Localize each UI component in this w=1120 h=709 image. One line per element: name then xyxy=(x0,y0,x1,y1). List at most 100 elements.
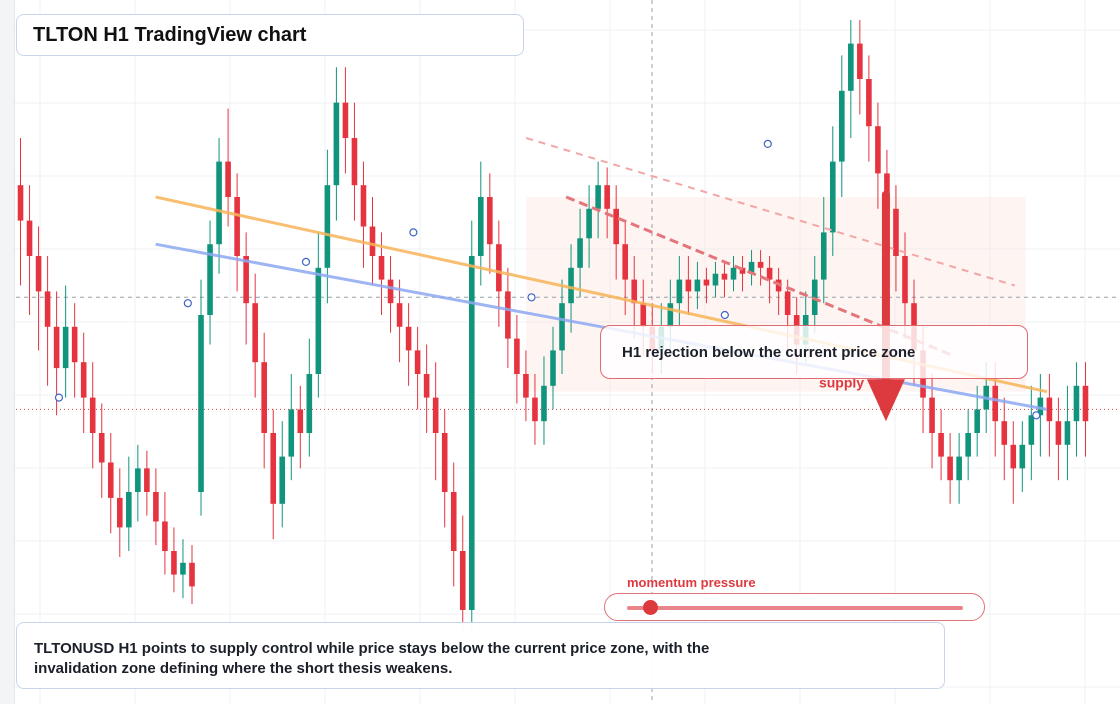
candle-body xyxy=(360,185,367,227)
sell-arrow-head xyxy=(866,379,905,422)
candle-body xyxy=(848,43,854,91)
candle-body xyxy=(748,261,755,274)
candle xyxy=(1082,362,1089,457)
candle-body xyxy=(1073,385,1080,422)
candle xyxy=(505,267,511,369)
candle-body xyxy=(902,256,908,304)
candle-body xyxy=(712,273,719,286)
candle-body xyxy=(98,433,105,463)
candle-body xyxy=(450,492,457,551)
candle xyxy=(866,55,872,162)
momentum-thumb[interactable] xyxy=(643,600,659,615)
candle-body xyxy=(622,244,628,280)
momentum-slider[interactable] xyxy=(604,593,985,621)
candle xyxy=(1046,374,1053,457)
candle-body xyxy=(1055,421,1062,445)
candle xyxy=(387,256,394,333)
candle xyxy=(71,303,78,398)
candle xyxy=(586,185,592,268)
candle xyxy=(35,226,42,351)
candle-body xyxy=(405,326,412,351)
candle-body xyxy=(739,267,746,274)
candle-body xyxy=(875,126,881,174)
candle xyxy=(748,250,755,286)
candle-body xyxy=(144,468,150,492)
candle-body xyxy=(631,279,638,304)
candle-body xyxy=(216,161,222,245)
chart-title-box: TLTON H1 TradingView chart xyxy=(16,14,524,56)
candle xyxy=(225,108,231,227)
candle-body xyxy=(604,185,610,209)
candle xyxy=(342,67,349,174)
candle-body xyxy=(62,326,69,369)
candle xyxy=(595,161,601,239)
candle-body xyxy=(315,267,322,374)
candle-body xyxy=(947,456,953,481)
candle xyxy=(107,433,114,534)
candle xyxy=(893,185,899,292)
candle-body xyxy=(459,551,466,610)
candle-body xyxy=(414,350,421,374)
candle xyxy=(848,20,854,138)
candle xyxy=(198,279,204,516)
candle-body xyxy=(342,102,349,138)
chart-title: TLTON H1 TradingView chart xyxy=(33,23,307,46)
candle-body xyxy=(487,197,493,245)
pivot-marker xyxy=(527,293,536,302)
candle-body xyxy=(107,462,114,498)
candle xyxy=(333,67,340,221)
candle xyxy=(153,468,159,546)
candle-body xyxy=(694,279,701,292)
candle-body xyxy=(866,79,872,127)
pivot-marker xyxy=(409,228,418,237)
candle-body xyxy=(532,397,538,422)
candle xyxy=(487,173,493,274)
candle xyxy=(514,315,520,404)
candle xyxy=(116,468,123,557)
candle xyxy=(288,374,295,481)
candle xyxy=(541,356,547,445)
candle xyxy=(1055,397,1062,481)
candle-body xyxy=(577,238,583,268)
candle-body xyxy=(162,521,168,551)
candle-body xyxy=(676,279,683,304)
candle-body xyxy=(35,256,42,292)
candle-body xyxy=(965,433,971,457)
candle-body xyxy=(703,279,710,286)
candle-body xyxy=(784,291,791,315)
candle xyxy=(279,421,286,528)
candle xyxy=(604,167,610,239)
candle-body xyxy=(387,279,394,304)
candle-body xyxy=(468,256,475,610)
candle-body xyxy=(333,102,340,186)
candle xyxy=(947,433,953,504)
candle-body xyxy=(225,161,231,197)
candle xyxy=(739,256,746,292)
candle-body xyxy=(171,551,177,575)
candle-body xyxy=(613,208,619,245)
candle-body xyxy=(288,409,295,457)
candle xyxy=(1001,397,1008,481)
candle xyxy=(1028,385,1035,481)
candle xyxy=(694,261,701,310)
candle xyxy=(26,185,33,315)
candle-body xyxy=(234,197,240,256)
candle-body xyxy=(1046,397,1053,422)
candle xyxy=(441,409,448,528)
pivot-marker xyxy=(720,310,729,320)
candle-body xyxy=(351,138,358,186)
candle-body xyxy=(17,185,24,221)
candle-body xyxy=(26,220,33,256)
candle xyxy=(1019,421,1026,492)
candle xyxy=(875,102,881,209)
candle-body xyxy=(884,173,890,209)
candle-body xyxy=(252,303,258,363)
candle xyxy=(369,197,376,286)
candle xyxy=(613,185,619,280)
candle-body xyxy=(135,468,141,492)
candle-body xyxy=(766,267,773,280)
candle xyxy=(550,326,556,410)
candle xyxy=(306,338,313,457)
candle-body xyxy=(974,409,980,433)
price-scale-edge xyxy=(0,0,15,704)
